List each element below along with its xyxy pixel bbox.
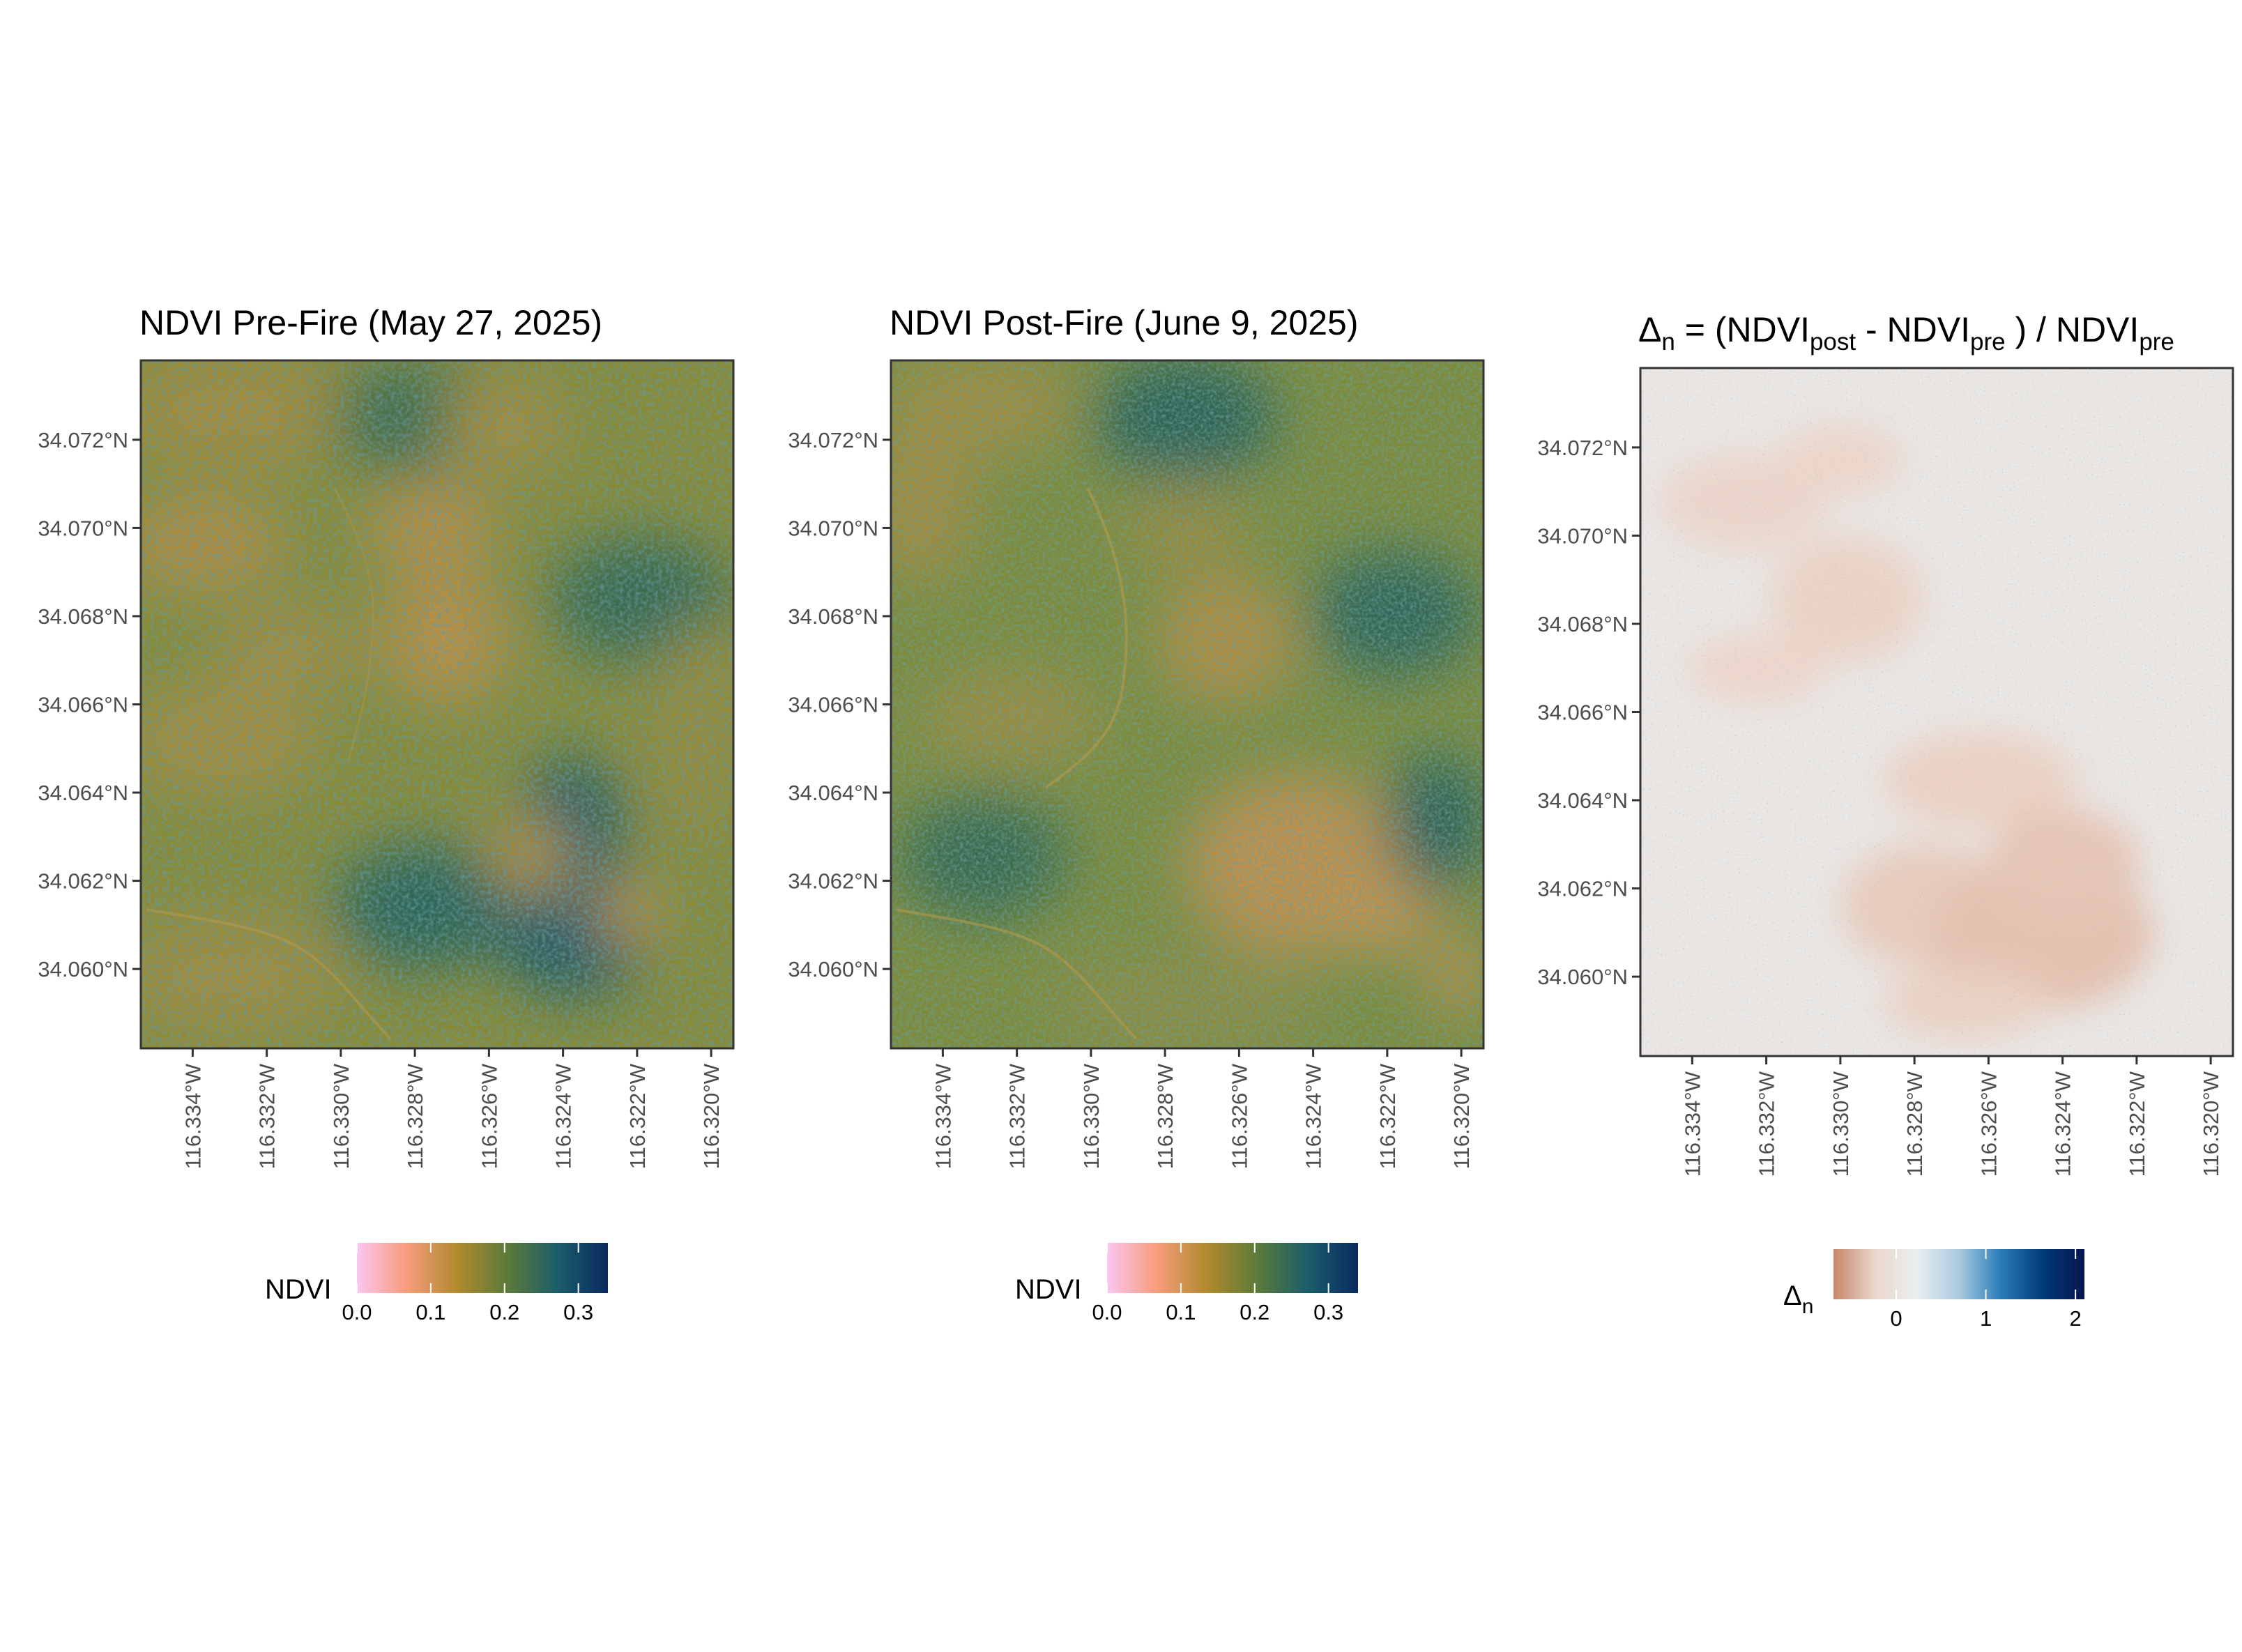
y-tick-label: 34.064°N	[788, 781, 878, 805]
y-tick-label: 34.060°N	[1537, 965, 1628, 989]
legend-1-colorbar	[357, 1243, 608, 1293]
x-tick-label: 116.330°W	[1829, 1071, 1853, 1177]
x-tick-label: 116.320°W	[699, 1063, 724, 1169]
x-tick-label: 116.334°W	[931, 1063, 955, 1169]
legend-tick-label: 0.3	[1313, 1300, 1343, 1324]
legend-3-title-delta: Δ	[1783, 1280, 1802, 1311]
y-tick-label: 34.072°N	[38, 428, 128, 452]
legend-3-ticks: 0 1 2	[1890, 1249, 2082, 1331]
legend-tick-label: 0.2	[1240, 1300, 1269, 1324]
x-tick-label: 116.322°W	[625, 1063, 650, 1169]
panel-3-title: Δn = (NDVIpost - NDVIpre ) / NDVIpre	[1638, 310, 2174, 355]
y-tick-label: 34.064°N	[38, 781, 128, 805]
y-tick-label: 34.068°N	[1537, 612, 1628, 636]
x-tick-label: 116.320°W	[1449, 1063, 1474, 1169]
legend-tick-label: 0.0	[342, 1300, 372, 1324]
x-tick-label: 116.322°W	[2125, 1071, 2149, 1177]
panel-delta-n: Δn = (NDVIpost - NDVIpre ) / NDVIpre 34.…	[1537, 310, 2234, 1331]
title-pre-1: pre	[1970, 328, 2006, 355]
legend-2-title: NDVI	[1015, 1274, 1082, 1305]
legend-2-ticks: 0.0 0.1 0.2 0.3	[1092, 1243, 1343, 1324]
x-tick-label: 116.322°W	[1375, 1063, 1400, 1169]
x-tick-label: 116.326°W	[477, 1063, 501, 1169]
title-eq: = (NDVI	[1675, 310, 1810, 349]
legend-1-title: NDVI	[265, 1274, 332, 1305]
y-tick-label: 34.062°N	[38, 869, 128, 894]
x-tick-label: 116.332°W	[255, 1063, 280, 1169]
y-tick-label: 34.060°N	[38, 957, 128, 981]
legend-3-title: Δn	[1783, 1280, 1813, 1318]
panel-3-legend: Δn 0 1 2	[1783, 1249, 2084, 1331]
panel-2-y-axis: 34.072°N 34.070°N 34.068°N 34.066°N 34.064°N…	[788, 428, 891, 981]
x-tick-label: 116.324°W	[2051, 1071, 2075, 1177]
panel-3-y-axis: 34.072°N 34.070°N 34.068°N 34.066°N 34.064°N…	[1537, 436, 1640, 989]
legend-1-ticks: 0.0 0.1 0.2 0.3	[342, 1243, 593, 1324]
legend-tick-label: 0.0	[1092, 1300, 1122, 1324]
x-tick-label: 116.320°W	[2199, 1071, 2223, 1177]
legend-tick-label: 0.1	[1166, 1300, 1196, 1324]
y-tick-label: 34.064°N	[1537, 788, 1628, 813]
panel-1-title: NDVI Pre-Fire (May 27, 2025)	[139, 303, 602, 342]
x-tick-label: 116.328°W	[403, 1063, 427, 1169]
x-tick-label: 116.332°W	[1005, 1063, 1030, 1169]
title-delta: Δ	[1638, 310, 1661, 349]
legend-tick-label: 1	[1980, 1306, 1992, 1331]
y-tick-label: 34.070°N	[788, 516, 878, 540]
legend-tick-label: 2	[2070, 1306, 2082, 1331]
y-tick-label: 34.068°N	[788, 604, 878, 629]
panel-1-y-axis: 34.072°N 34.070°N 34.068°N 34.066°N 34.064°N…	[38, 428, 141, 981]
panel-ndvi-pre-fire: NDVI Pre-Fire (May 27, 2025)	[38, 303, 735, 1324]
legend-2-colorbar	[1107, 1243, 1358, 1293]
map-raster-post-fire	[891, 360, 1484, 1048]
y-tick-label: 34.072°N	[788, 428, 878, 452]
x-tick-label: 116.326°W	[1976, 1071, 2001, 1177]
y-tick-label: 34.066°N	[788, 693, 878, 717]
x-tick-label: 116.324°W	[551, 1063, 576, 1169]
panel-2-title: NDVI Post-Fire (June 9, 2025)	[890, 303, 1359, 342]
panel-1-x-axis: 116.334°W 116.332°W 116.330°W 116.328°W 116.…	[181, 1048, 724, 1169]
x-tick-label: 116.332°W	[1755, 1071, 1779, 1177]
y-tick-label: 34.070°N	[38, 516, 128, 540]
x-tick-label: 116.330°W	[329, 1063, 353, 1169]
panel-2-x-axis: 116.334°W 116.332°W 116.330°W 116.328°W 116.…	[931, 1048, 1474, 1169]
map-raster-delta-n	[1640, 368, 2233, 1056]
legend-3-title-sub: n	[1802, 1295, 1814, 1318]
title-close: ) / NDVI	[2006, 310, 2140, 349]
title-delta-sub: n	[1661, 328, 1675, 355]
x-tick-label: 116.328°W	[1153, 1063, 1177, 1169]
legend-3-colorbar	[1833, 1249, 2084, 1299]
x-tick-label: 116.324°W	[1302, 1063, 1326, 1169]
x-tick-label: 116.326°W	[1227, 1063, 1251, 1169]
y-tick-label: 34.062°N	[788, 869, 878, 894]
panel-1-legend: NDVI 0.0 0.1 0.2 0.3	[265, 1243, 608, 1324]
legend-tick-label: 0.3	[563, 1300, 593, 1324]
x-tick-label: 116.334°W	[1680, 1071, 1705, 1177]
title-post: post	[1810, 328, 1856, 355]
y-tick-label: 34.062°N	[1537, 877, 1628, 901]
y-tick-label: 34.070°N	[1537, 523, 1628, 548]
y-tick-label: 34.068°N	[38, 604, 128, 629]
panel-2-legend: NDVI 0.0 0.1 0.2 0.3	[1015, 1243, 1358, 1324]
x-tick-label: 116.334°W	[181, 1063, 205, 1169]
title-minus: - NDVI	[1856, 310, 1970, 349]
x-tick-label: 116.330°W	[1079, 1063, 1104, 1169]
y-tick-label: 34.066°N	[38, 693, 128, 717]
legend-tick-label: 0	[1890, 1306, 1902, 1331]
map-raster-pre-fire	[141, 360, 733, 1048]
y-tick-label: 34.060°N	[788, 957, 878, 981]
y-tick-label: 34.072°N	[1537, 436, 1628, 460]
legend-tick-label: 0.2	[489, 1300, 519, 1324]
x-tick-label: 116.328°W	[1902, 1071, 1927, 1177]
title-pre-2: pre	[2139, 328, 2174, 355]
y-tick-label: 34.066°N	[1537, 701, 1628, 725]
panel-3-x-axis: 116.334°W 116.332°W 116.330°W 116.328°W 116.…	[1680, 1056, 2223, 1177]
panel-ndvi-post-fire: NDVI Post-Fire (June 9, 2025)	[788, 303, 1485, 1324]
legend-tick-label: 0.1	[415, 1300, 445, 1324]
